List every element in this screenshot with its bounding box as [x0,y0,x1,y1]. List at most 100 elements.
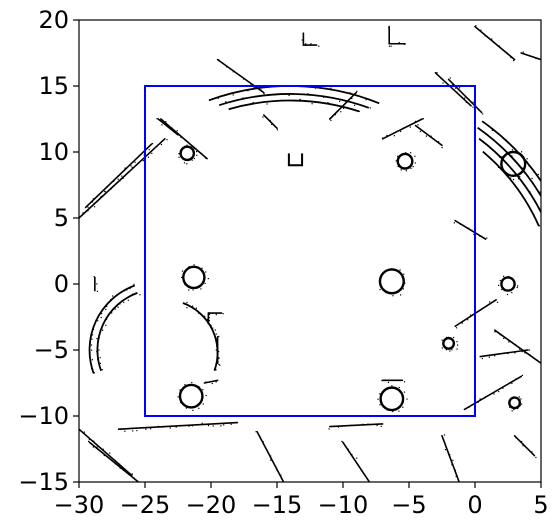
map-point [446,349,447,350]
map-point [488,145,489,146]
map-point [380,275,381,276]
map-point [179,425,180,426]
map-point [87,210,88,211]
map-point [94,324,95,325]
map-point [161,119,162,120]
map-point [258,96,259,97]
map-point [202,389,203,390]
map-point [218,358,219,359]
map-point [341,106,342,107]
map-point [392,411,393,412]
map-point [92,359,93,360]
map-point [100,196,101,197]
map-point [438,141,439,142]
map-point [498,285,499,286]
map-point [101,328,102,329]
map-point [124,168,125,169]
map-point [216,349,217,350]
map-point [177,133,178,134]
map-point [485,134,486,135]
map-point [179,157,180,158]
map-point [537,360,538,361]
map-point [527,158,528,159]
map-point [356,425,357,426]
map-point [394,135,395,136]
map-point [307,93,308,94]
map-point [399,42,400,43]
map-point [468,407,469,408]
map-point [132,167,133,168]
map-point [519,349,520,350]
map-point [225,101,226,102]
map-point [517,287,518,288]
map-point [284,100,285,101]
map-point [410,127,411,128]
map-point [513,60,514,61]
map-point [277,129,278,130]
map-point [362,424,363,425]
map-point [498,391,499,392]
map-point [135,162,136,163]
map-point [456,341,457,342]
map-point [94,206,95,207]
map-point [398,166,399,167]
map-point [233,71,234,72]
map-point [389,35,390,36]
map-point [180,137,181,138]
map-point [526,161,527,162]
map-point [494,393,495,394]
map-point [404,44,405,45]
map-point [386,292,387,293]
map-point [531,451,532,452]
map-point [181,277,182,278]
map-point [404,392,405,393]
map-point [275,94,276,95]
map-point [113,181,114,182]
map-point [351,454,352,455]
map-point [507,353,508,354]
map-point [123,469,124,470]
map-point [124,290,125,291]
map-point [192,160,193,161]
map-point [486,238,487,239]
map-point [216,381,217,382]
map-point [386,389,387,390]
x-tick-label: −5 [391,491,426,519]
map-point [388,382,389,383]
map-point [312,103,313,104]
map-point [289,95,290,96]
map-point [161,124,162,125]
map-point [513,396,514,397]
map-point [196,155,197,156]
map-point [396,160,397,161]
map-point [356,91,357,92]
map-point [82,212,83,213]
map-point [189,266,190,267]
map-point [415,162,416,163]
map-point [381,426,382,427]
map-point [184,384,185,385]
map-point [446,337,447,338]
map-point [391,268,392,269]
map-point [511,278,512,279]
map-point [157,146,158,147]
map-point [443,344,444,345]
map-point [464,98,465,99]
map-point [449,350,450,351]
map-point [482,113,483,114]
map-point [206,395,207,396]
map-point [460,483,461,484]
map-point [511,292,512,293]
map-point [216,314,217,315]
map-point [470,315,471,316]
map-point [533,214,534,215]
map-point [162,427,163,428]
map-point [108,457,109,458]
map-point [523,52,524,53]
map-point [124,431,125,432]
map-point [410,152,411,153]
map-point [423,118,424,119]
map-point [212,383,213,384]
map-point [215,329,216,330]
map-point [318,46,319,47]
